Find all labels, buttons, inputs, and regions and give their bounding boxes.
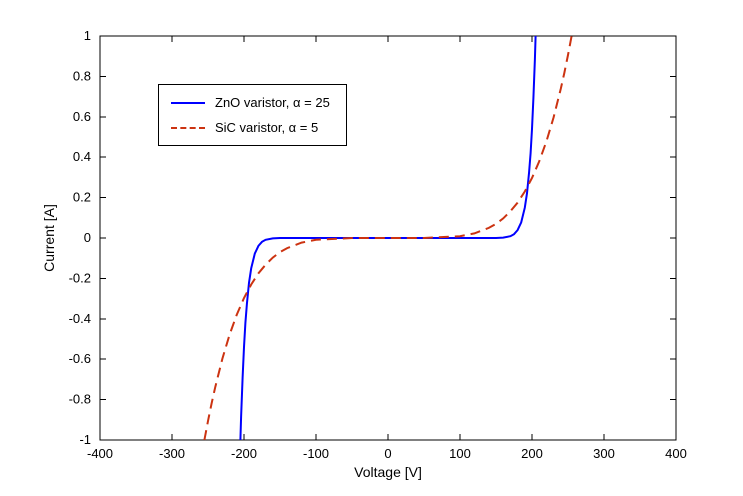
y-tick-label: -0.6 bbox=[69, 351, 91, 366]
y-tick-label: 0 bbox=[84, 230, 91, 245]
x-tick-label: -300 bbox=[159, 446, 185, 461]
y-tick-label: 0.8 bbox=[73, 68, 91, 83]
legend-entry-zno: ZnO varistor, α = 25 bbox=[171, 95, 330, 110]
x-tick-label: -400 bbox=[87, 446, 113, 461]
legend-entry-sic: SiC varistor, α = 5 bbox=[171, 120, 330, 135]
y-tick-label: 0.2 bbox=[73, 190, 91, 205]
series-zno-varistor bbox=[239, 35, 537, 441]
legend: ZnO varistor, α = 25 SiC varistor, α = 5 bbox=[158, 84, 347, 146]
x-tick-label: 300 bbox=[593, 446, 615, 461]
x-tick-label: 100 bbox=[449, 446, 471, 461]
sic-line-swatch bbox=[171, 126, 205, 129]
y-tick-label: -0.8 bbox=[69, 392, 91, 407]
zno-legend-label: ZnO varistor, α = 25 bbox=[215, 95, 330, 110]
x-tick-label: -200 bbox=[231, 446, 257, 461]
y-tick-label: -1 bbox=[79, 432, 91, 447]
x-tick-label: -100 bbox=[303, 446, 329, 461]
y-tick-label: 1 bbox=[84, 28, 91, 43]
x-tick-label: 200 bbox=[521, 446, 543, 461]
zno-line-swatch bbox=[171, 101, 205, 104]
y-tick-label: -0.4 bbox=[69, 311, 91, 326]
sic-legend-label: SiC varistor, α = 5 bbox=[215, 120, 319, 135]
y-tick-label: -0.2 bbox=[69, 270, 91, 285]
x-tick-label: 400 bbox=[665, 446, 687, 461]
x-tick-label: 0 bbox=[384, 446, 391, 461]
x-axis-label: Voltage [V] bbox=[354, 464, 422, 480]
axes-layer: -400 -300 -200 -100 0 100 200 300 400 -1 -0.8 -0.6 -… bbox=[69, 28, 687, 461]
series-layer bbox=[203, 35, 573, 441]
y-axis-label: Current [A] bbox=[41, 204, 57, 272]
y-tick-label: 0.4 bbox=[73, 149, 91, 164]
y-tick-label: 0.6 bbox=[73, 109, 91, 124]
